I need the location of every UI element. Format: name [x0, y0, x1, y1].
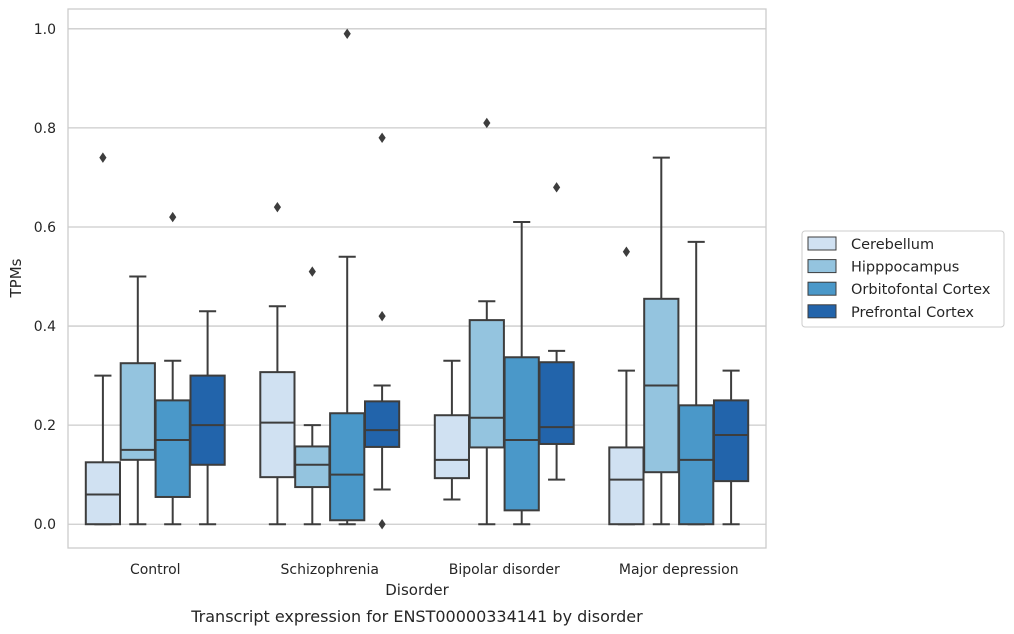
box-prefrontal-cortex-2 [538, 182, 575, 481]
outlier-point [378, 519, 386, 530]
box-orbitofontal-cortex-2 [503, 221, 540, 526]
box-iqr [433, 414, 471, 480]
box-orbitofontal-cortex-3 [678, 240, 715, 526]
box-iqr [189, 374, 226, 466]
legend-label: Cerebellum [851, 237, 934, 253]
box-cerebellum-0 [84, 152, 122, 526]
y-tick-label: 0.0 [34, 517, 56, 533]
outlier-point [378, 310, 386, 322]
box-hipppocampus-3 [643, 156, 680, 526]
x-tick-label: Schizophrenia [281, 562, 379, 578]
legend-label: Hipppocampus [851, 260, 959, 276]
x-tick-label: Major depression [619, 562, 739, 578]
x-tick-label: Bipolar disorder [449, 562, 560, 578]
legend-swatch [807, 259, 837, 274]
legend-items: Cerebellum Hipppocampus Orbitofontal Corte… [807, 236, 991, 321]
box-cerebellum-3 [608, 246, 645, 526]
outlier-point [99, 152, 107, 163]
box-prefrontal-cortex-0 [189, 310, 226, 526]
y-tick-label: 0.4 [34, 319, 56, 335]
legend-frame [801, 230, 1005, 328]
x-tick-label: Control [130, 562, 181, 578]
box-layer [84, 28, 750, 530]
box-orbitofontal-cortex-1 [329, 28, 366, 526]
box-iqr [678, 404, 715, 526]
box-iqr [119, 362, 156, 461]
outlier-point [273, 201, 281, 213]
box-iqr [538, 361, 575, 445]
legend-swatch [807, 236, 837, 251]
box-iqr [468, 319, 505, 449]
outlier-point [483, 117, 491, 129]
box-iqr [84, 461, 122, 526]
box-iqr [712, 399, 750, 483]
y-tick-label: 0.6 [34, 220, 56, 236]
y-tick-label: 0.8 [34, 121, 56, 137]
box-prefrontal-cortex-3 [712, 369, 750, 526]
outlier-point [378, 132, 386, 144]
y-tick-label: 1.0 [34, 22, 56, 38]
x-tick-labels: Control Schizophrenia Bipolar disorder Majo… [130, 562, 739, 578]
box-iqr [294, 445, 331, 489]
legend: Cerebellum Hipppocampus Orbitofontal Corte… [801, 230, 1005, 328]
y-tick-label: 0.2 [34, 418, 56, 434]
legend-label: Orbitofontal Cortex [851, 282, 991, 298]
legend-swatch [807, 304, 837, 319]
box-iqr [259, 371, 296, 479]
box-cerebellum-2 [433, 359, 471, 501]
chart-caption: Transcript expression for ENST0000033414… [190, 607, 643, 626]
box-iqr [363, 400, 401, 448]
outlier-point [553, 182, 561, 193]
outlier-point [169, 211, 177, 223]
y-tick-labels: 0.0 0.2 0.4 0.6 0.8 1.0 [34, 22, 56, 533]
box-iqr [329, 412, 366, 522]
box-iqr [503, 356, 540, 512]
box-hipppocampus-2 [468, 117, 505, 526]
legend-label: Prefrontal Cortex [851, 305, 974, 321]
y-axis-title: TPMs [7, 258, 25, 298]
legend-swatch [807, 281, 837, 296]
outlier-point [308, 266, 316, 277]
box-iqr [608, 446, 645, 526]
outlier-point [343, 28, 351, 39]
box-iqr [154, 399, 191, 498]
box-hipppocampus-1 [294, 266, 331, 526]
box-cerebellum-1 [259, 201, 296, 526]
box-prefrontal-cortex-1 [363, 132, 401, 530]
x-axis-title: Disorder [385, 581, 449, 599]
outlier-point [622, 246, 630, 257]
